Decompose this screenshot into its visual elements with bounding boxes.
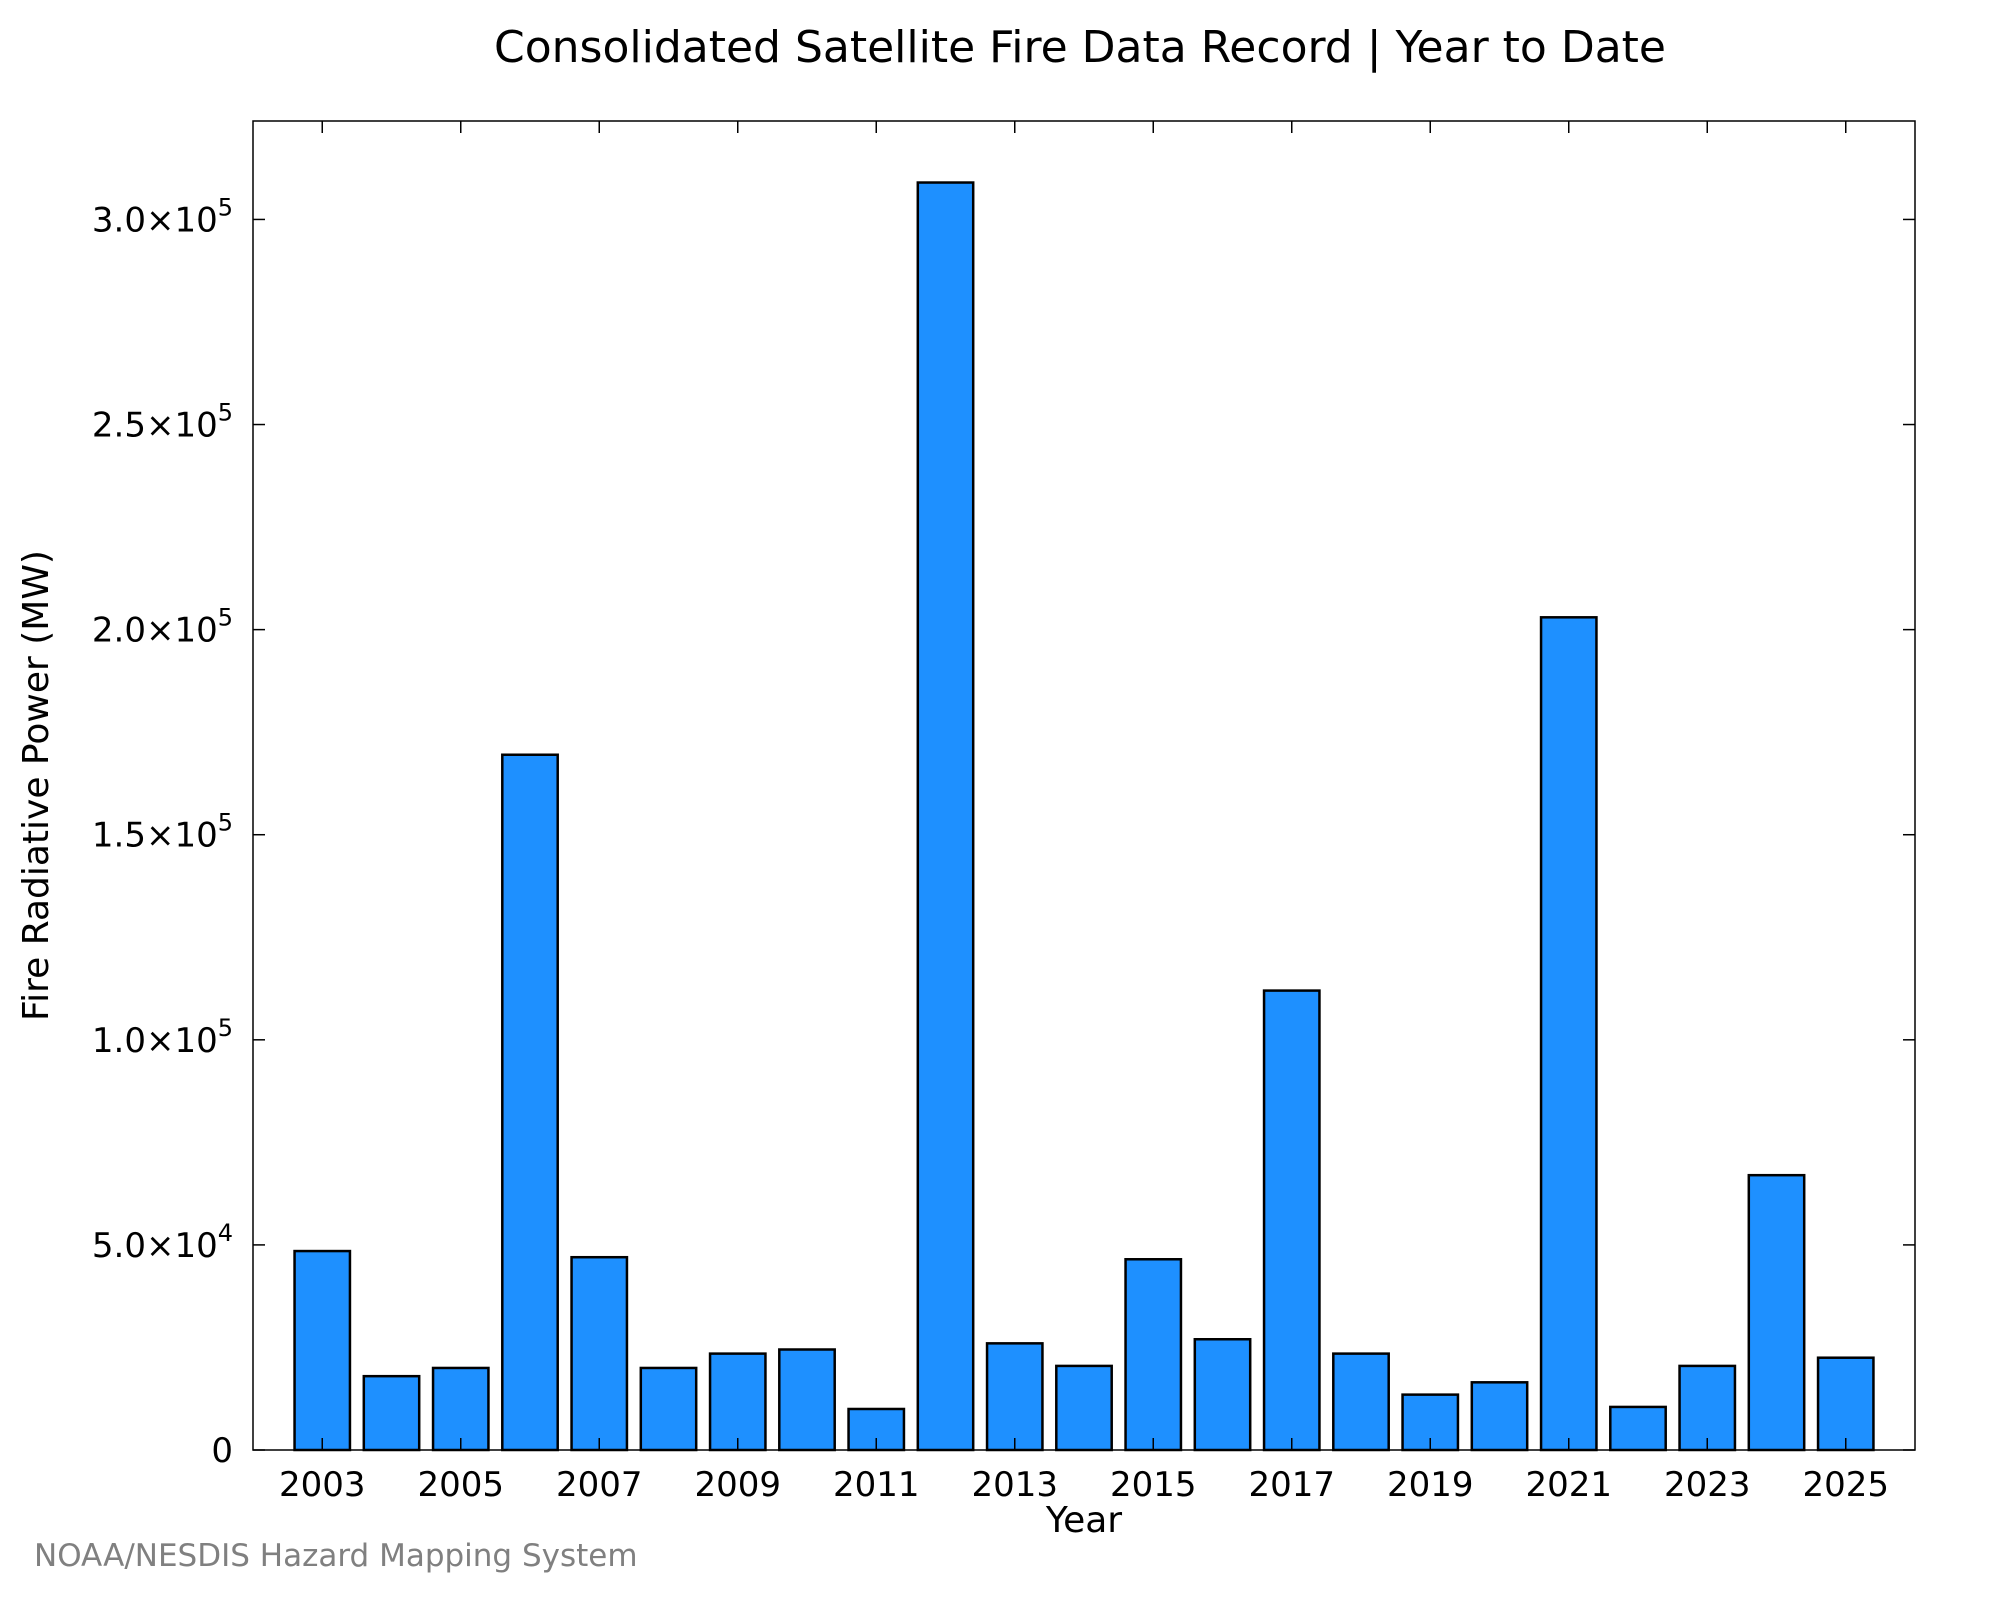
bar-2014: [1055, 1364, 1113, 1452]
bar-2008: [639, 1366, 698, 1452]
bar-2006: [501, 753, 559, 1452]
x-tick-label: 2011: [833, 1465, 920, 1505]
x-tick-label: 2019: [1387, 1465, 1474, 1505]
bar-2015: [1124, 1258, 1183, 1452]
x-tick-label: 2025: [1802, 1465, 1889, 1505]
y-tick-labels: 0 5.0×104 1.0×105 1.5×105 2.0×105 2.5×105 3.0×…: [92, 193, 233, 1471]
x-tick-label: 2015: [1110, 1465, 1197, 1505]
bar-2023: [1678, 1364, 1737, 1452]
x-tick-label: 2005: [417, 1465, 504, 1505]
bar-2004: [362, 1374, 421, 1452]
bar-2013: [985, 1342, 1044, 1452]
x-tick-label: 2017: [1248, 1465, 1335, 1505]
y-tick-label: 1.5×105: [92, 809, 233, 856]
ticks-group: [253, 121, 1915, 1451]
x-axis-label: Year: [1045, 1500, 1122, 1541]
y-tick-label: 1.0×105: [92, 1014, 233, 1061]
y-tick-label: 2.5×105: [92, 399, 233, 446]
bar-2010: [778, 1348, 836, 1452]
x-tick-label: 2009: [694, 1465, 781, 1505]
x-tick-label: 2007: [556, 1465, 643, 1505]
y-tick-label: 5.0×104: [92, 1219, 233, 1266]
x-tick-label: 2013: [971, 1465, 1058, 1505]
bar-2025: [1816, 1356, 1875, 1452]
bar-2017: [1262, 989, 1321, 1452]
plot-frame: [252, 120, 1916, 1451]
x-tick-label: 2003: [279, 1465, 366, 1505]
bar-2018: [1332, 1352, 1390, 1452]
bar-2020: [1470, 1381, 1529, 1452]
bars-group: [293, 181, 1875, 1452]
bar-2012: [916, 181, 975, 1452]
chart-title: Consolidated Satellite Fire Data Record …: [494, 22, 1666, 73]
x-tick-labels: 2003 2005 2007 2009 2011 2013 2015 2017 2019 2021…: [279, 1465, 1889, 1505]
y-axis-label: Fire Radiative Power (MW): [16, 550, 57, 1021]
x-tick-label: 2021: [1525, 1465, 1612, 1505]
bar-2022: [1609, 1405, 1667, 1452]
x-tick-label: 2023: [1664, 1465, 1751, 1505]
bar-2003: [293, 1249, 352, 1452]
y-tick-label: 3.0×105: [92, 193, 233, 240]
source-note: NOAA/NESDIS Hazard Mapping System: [34, 1538, 638, 1574]
y-tick-label: 2.0×105: [92, 604, 233, 651]
bar-2009: [708, 1352, 767, 1452]
bar-2021: [1539, 616, 1598, 1452]
bar-2016: [1193, 1338, 1252, 1452]
y-tick-label: 0: [211, 1431, 233, 1471]
bar-2007: [570, 1255, 629, 1452]
bar-2024: [1747, 1173, 1806, 1452]
bar-2005: [431, 1366, 490, 1452]
